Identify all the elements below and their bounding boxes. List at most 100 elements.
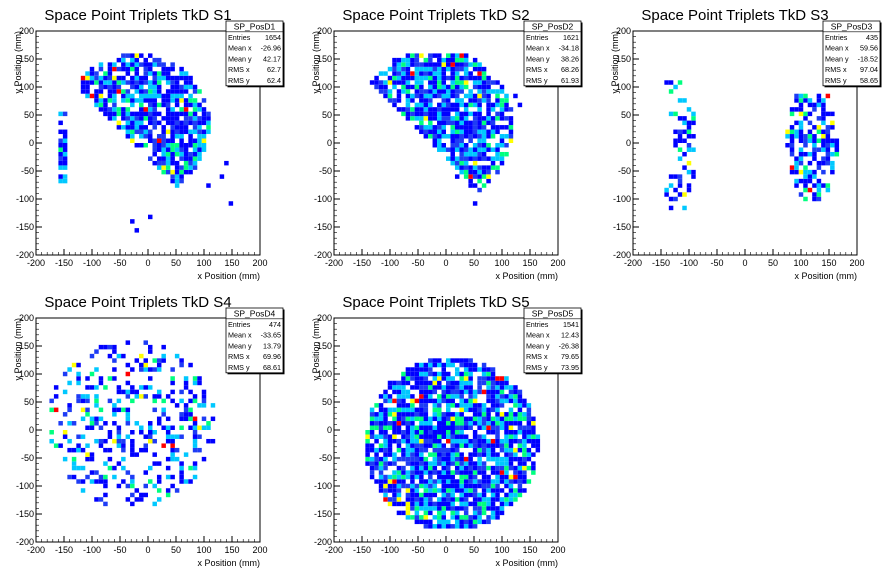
histogram-bin <box>179 66 184 72</box>
y-tick-label: -150 <box>314 509 332 519</box>
chart-title: Space Point Triplets TkD S1 <box>44 7 231 24</box>
histogram-bin <box>450 443 455 448</box>
histogram-bin <box>468 134 473 139</box>
histogram-bin <box>156 394 162 399</box>
histogram-bin <box>85 443 90 448</box>
histogram-bin <box>441 371 446 377</box>
histogram-bin <box>405 434 411 439</box>
histogram-bin <box>179 143 184 148</box>
histogram-bin <box>446 116 451 121</box>
histogram-bin <box>472 75 478 81</box>
stats-value: 42.17 <box>263 54 281 63</box>
histogram-bin <box>419 398 424 404</box>
histogram-bin <box>94 71 99 76</box>
histogram-bin <box>432 143 438 148</box>
histogram-bin <box>410 412 415 417</box>
histogram-bin <box>103 344 108 350</box>
histogram-bin <box>125 416 131 422</box>
histogram-bin <box>686 134 692 139</box>
histogram-bin <box>419 443 424 448</box>
histogram-bin <box>410 425 415 430</box>
histogram-bin <box>686 183 692 188</box>
histogram-bin <box>477 501 482 507</box>
histogram-bin <box>130 501 135 507</box>
histogram-bin <box>49 398 54 404</box>
histogram-bin <box>410 385 415 390</box>
histogram-bin <box>472 151 478 157</box>
histogram-bin <box>432 407 438 413</box>
histogram-bin <box>98 479 104 484</box>
histogram-bin <box>807 134 813 139</box>
histogram-bin <box>423 443 429 448</box>
x-tick-label: 100 <box>196 545 211 555</box>
histogram-bin <box>401 385 406 390</box>
histogram-bin <box>798 147 804 152</box>
histogram-bin <box>174 178 180 184</box>
histogram-bin <box>183 412 189 417</box>
histogram-bin <box>481 412 487 417</box>
histogram-bin <box>446 156 451 161</box>
histogram-bin <box>437 107 442 112</box>
histogram-bin <box>405 425 411 430</box>
histogram-bin <box>62 434 68 439</box>
histogram-bin <box>486 89 491 94</box>
histogram-bin <box>477 443 482 448</box>
histogram-bin <box>463 421 469 426</box>
histogram-bin <box>486 174 491 179</box>
histogram-bin <box>156 102 162 108</box>
histogram-bin <box>459 358 464 363</box>
histogram-bin <box>490 125 496 130</box>
histogram-bin <box>103 98 108 103</box>
histogram-bin <box>816 178 822 184</box>
histogram-bin <box>472 160 478 166</box>
histogram-bin <box>508 407 514 413</box>
histogram-bin <box>423 129 429 135</box>
histogram-bin <box>383 407 388 413</box>
histogram-bin <box>224 160 229 166</box>
histogram-bin <box>450 53 455 58</box>
histogram-bin <box>454 515 460 520</box>
histogram-bin <box>499 385 505 390</box>
histogram-bin <box>156 389 162 395</box>
histogram-bin <box>414 501 420 507</box>
histogram-bin <box>152 111 157 117</box>
histogram-bin <box>477 156 482 161</box>
histogram-bin <box>522 403 527 408</box>
histogram-bin <box>148 129 153 135</box>
histogram-bin <box>423 510 429 516</box>
histogram-bin <box>80 416 86 422</box>
histogram-bin <box>472 416 478 422</box>
histogram-bin <box>107 84 113 90</box>
histogram-bin <box>477 93 482 99</box>
histogram-bin <box>472 497 478 502</box>
histogram-bin <box>463 371 469 377</box>
histogram-bin <box>508 134 514 139</box>
histogram-bin <box>130 116 135 121</box>
histogram-bin <box>396 389 402 395</box>
x-tick-label: 200 <box>252 545 267 555</box>
histogram-bin <box>156 120 162 126</box>
histogram-bin <box>789 143 795 148</box>
histogram-bin <box>58 160 63 166</box>
histogram-bin <box>410 506 415 511</box>
histogram-bin <box>477 403 482 408</box>
histogram-bin <box>143 129 148 135</box>
histogram-bin <box>170 380 175 386</box>
x-tick-label: 0 <box>145 258 150 268</box>
histogram-bin <box>85 474 90 480</box>
histogram-bin <box>432 425 438 430</box>
histogram-bin <box>472 430 478 435</box>
histogram-bin <box>432 398 438 404</box>
histogram-bin <box>98 98 104 103</box>
stats-box-title: SP_PosD1 <box>234 22 276 32</box>
histogram-bin <box>454 80 460 85</box>
histogram-bin <box>481 461 487 466</box>
histogram-bin <box>499 488 505 493</box>
histogram-bin <box>179 416 184 422</box>
histogram-bin <box>143 362 148 368</box>
histogram-bin <box>76 443 81 448</box>
histogram-bin <box>188 160 193 166</box>
histogram-bin <box>477 134 482 139</box>
histogram-bin <box>396 510 402 516</box>
histogram-bin <box>477 376 482 381</box>
